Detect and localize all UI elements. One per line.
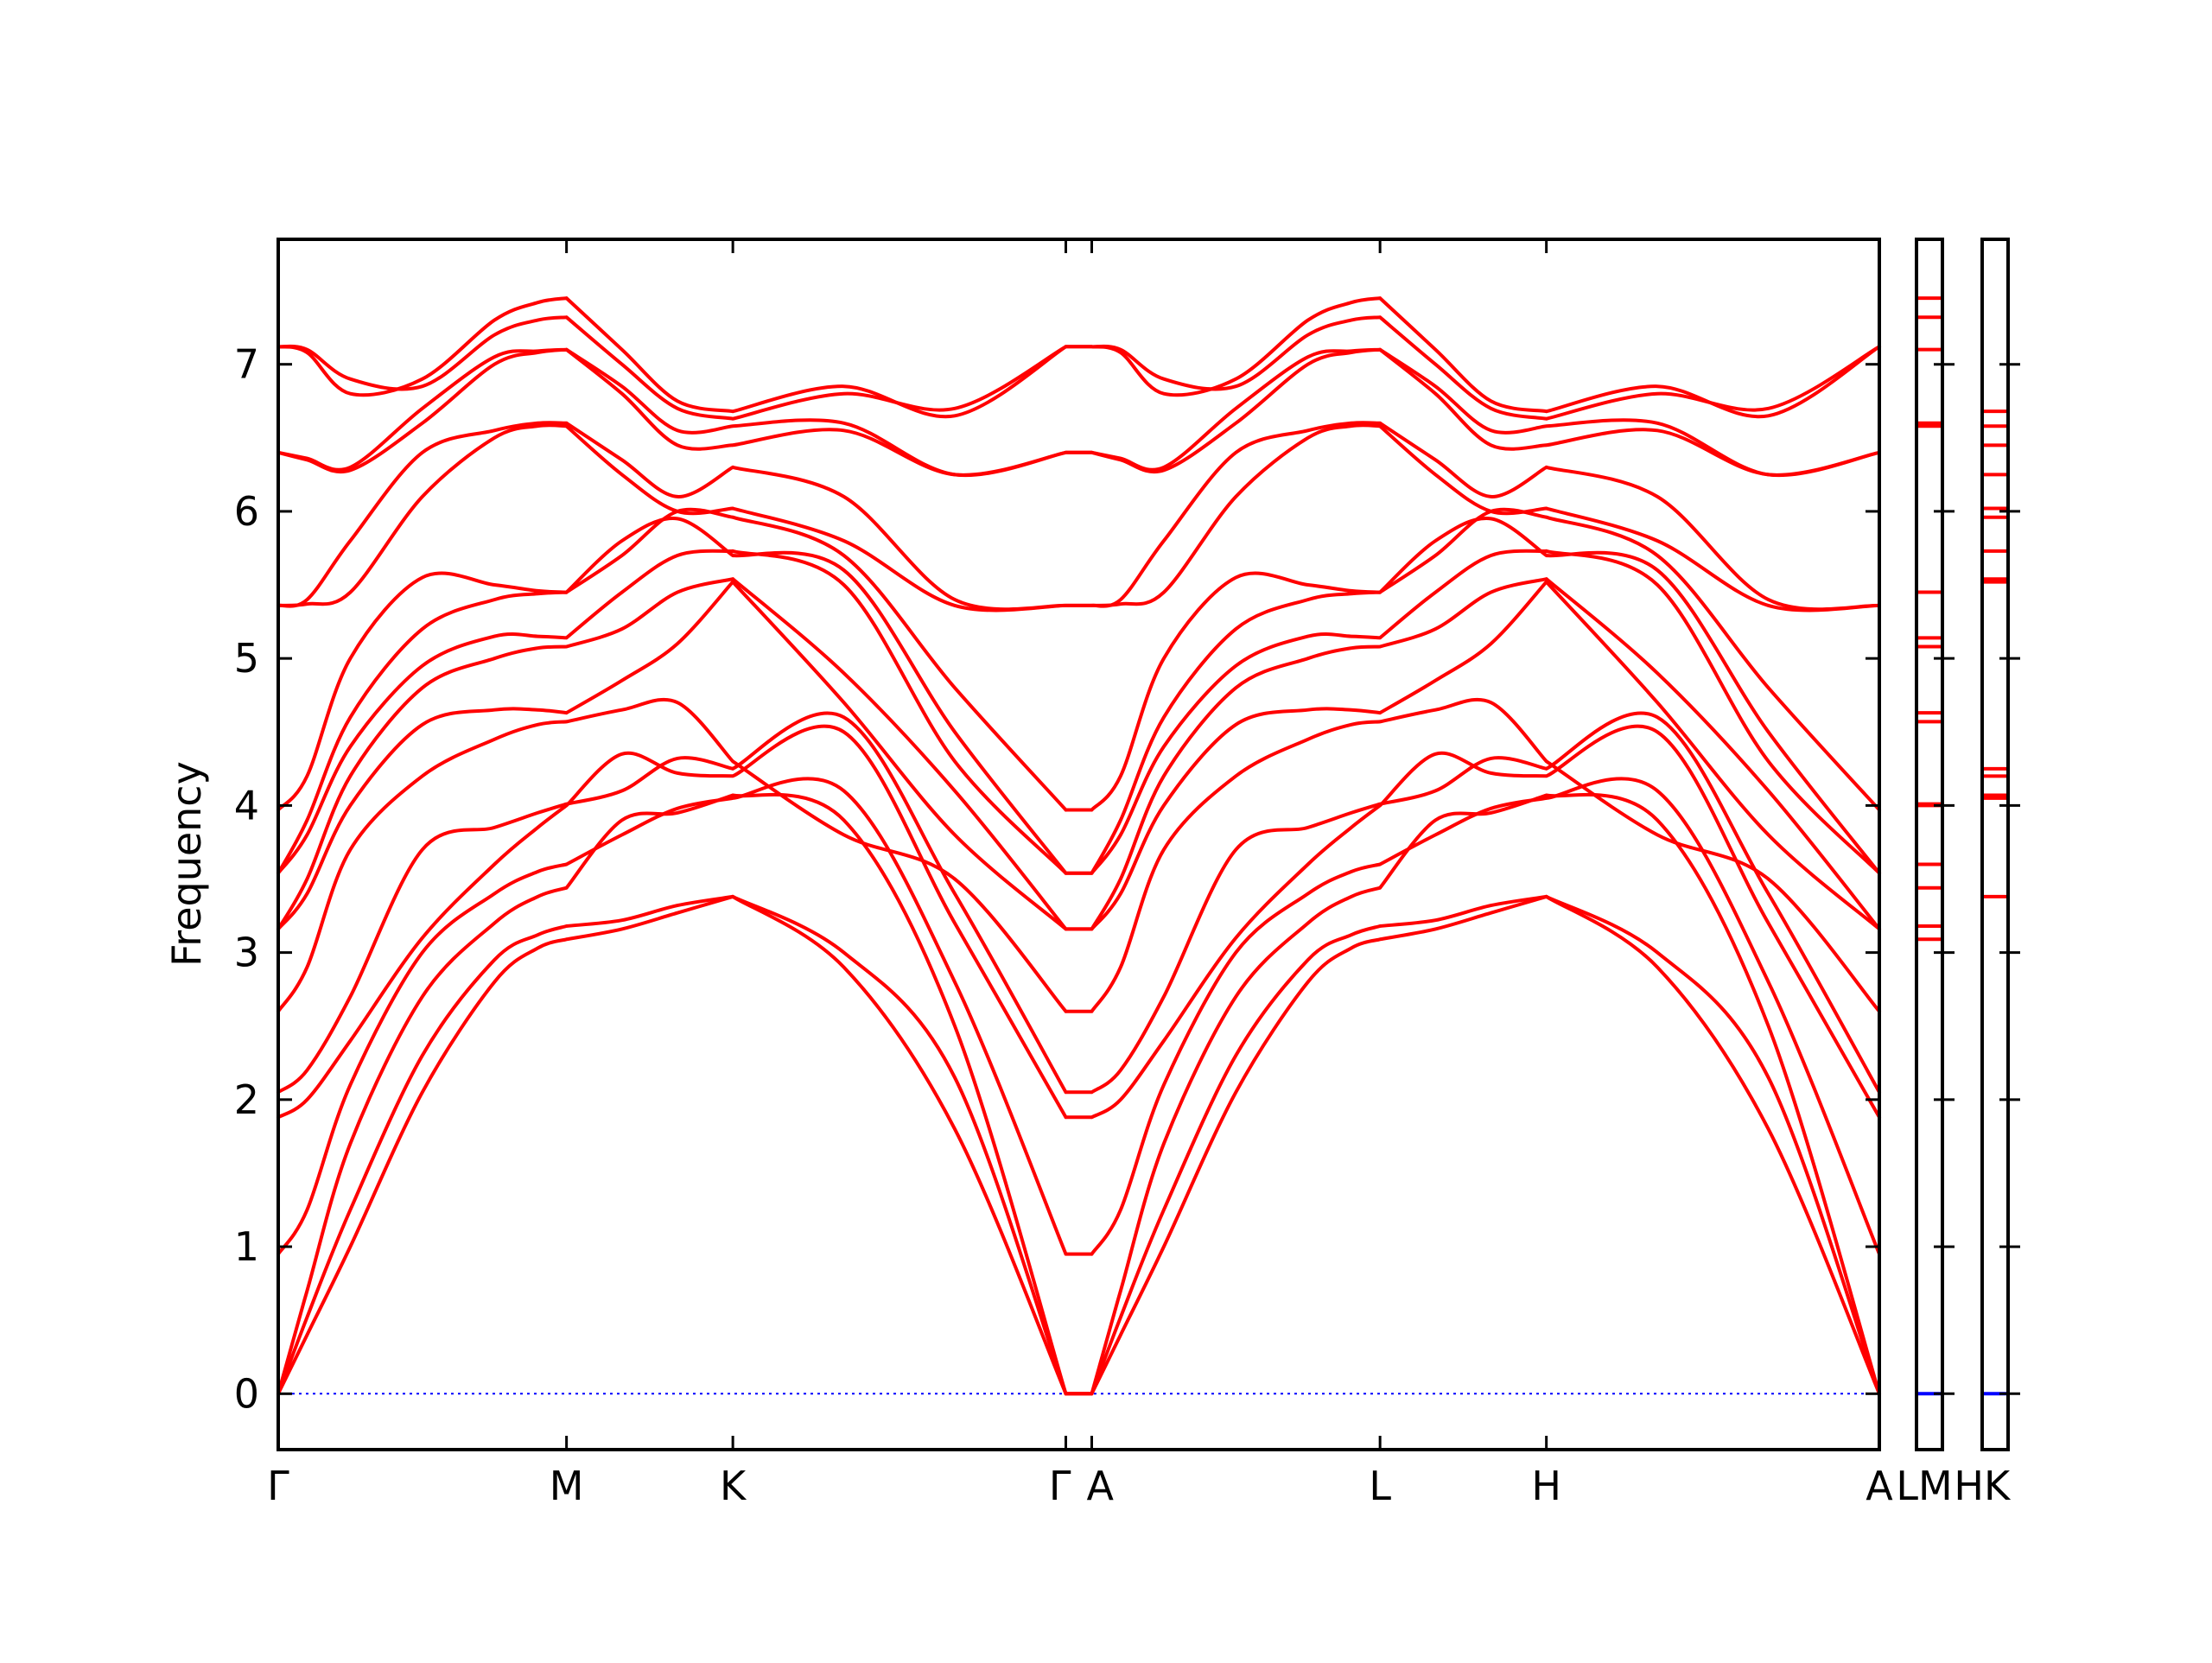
band-line-17 [276,315,1881,421]
band-line-18 [276,296,1881,419]
y-tick-label-5: 5 [234,635,259,682]
side-panels-layer [1918,296,2006,1396]
main-plot-frame [276,238,1881,1451]
side-panel-frame-2 [1980,238,2010,1451]
panel-1-label-right: M [1918,1463,1953,1509]
panel-2-label-left: H [1954,1463,1984,1509]
y-tick-label-6: 6 [234,488,259,535]
side-panel-frame-1 [1915,238,1944,1451]
y-tick-label-7: 7 [234,341,259,388]
band-line-2 [276,894,1881,1396]
x-tick-label-5: A [1087,1463,1115,1509]
band-line-16 [276,347,1881,478]
bands-layer [276,296,1881,1396]
band-line-14 [276,421,1881,612]
band-line-3 [276,792,1881,1396]
y-tick-label-4: 4 [234,782,259,828]
band-line-9 [276,577,1881,931]
panel-1-label-left: L [1896,1463,1918,1509]
band-line-5 [276,724,1881,1120]
y-axis-label: Frequency [163,761,210,967]
x-tick-label-8: A [1866,1463,1893,1509]
y-tick-label-1: 1 [234,1223,259,1270]
y-tick-label-2: 2 [234,1076,259,1123]
panel-2-label-right: K [1984,1463,2012,1509]
band-line-6 [276,711,1881,1095]
band-line-12 [276,507,1881,812]
band-line-15 [276,347,1881,477]
y-tick-label-0: 0 [234,1370,259,1417]
x-tick-label-7: H [1531,1463,1561,1509]
x-tick-label-4: Γ [1049,1463,1071,1509]
x-tick-label-3: K [720,1463,747,1509]
x-tick-label-6: L [1369,1463,1391,1509]
y-tick-label-3: 3 [234,930,259,976]
band-line-1 [276,894,1881,1396]
band-line-7 [276,697,1881,1013]
x-tick-label-1: Γ [267,1463,289,1509]
x-tick-label-2: M [550,1463,584,1509]
band-line-4 [276,777,1881,1256]
band-line-11 [276,517,1881,875]
